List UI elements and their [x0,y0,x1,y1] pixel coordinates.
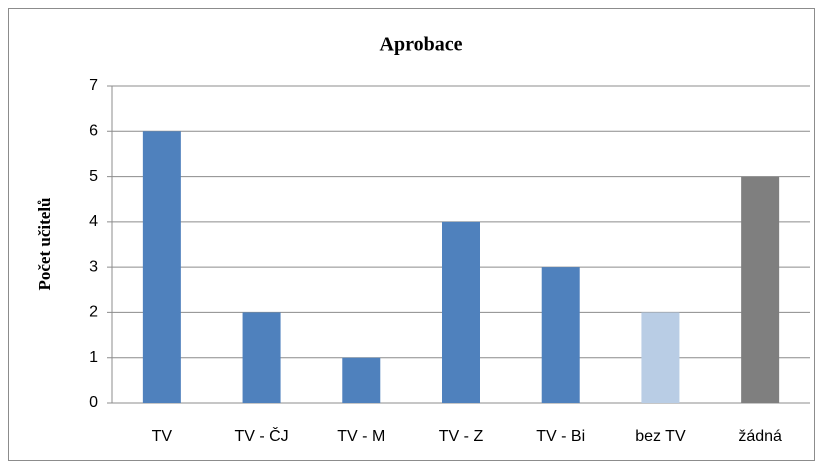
x-tick-label: bez TV [635,428,686,445]
y-tick-label: 7 [89,77,98,94]
bar [541,267,580,403]
y-tick-label: 1 [89,349,98,366]
x-tick-label: TV - ČJ [234,426,288,445]
bar [741,176,780,403]
x-tick-label: žádná [738,428,782,445]
y-tick-label: 0 [89,394,98,411]
y-tick-label: 5 [89,168,98,185]
bar [342,357,381,403]
chart-title: Aprobace [380,34,463,56]
y-axis-label: Počet učitelů [35,198,54,291]
x-tick-label: TV [152,428,173,445]
x-tick-label: TV - Bi [536,428,585,445]
y-tick-label: 6 [89,123,98,140]
bar [641,312,680,403]
y-tick-label: 4 [89,213,98,230]
bar [242,312,281,403]
y-tick-label: 3 [89,258,98,275]
x-tick-label: TV - M [337,428,385,445]
x-tick-label: TV - Z [439,428,484,445]
chart-frame [8,8,815,461]
y-tick-label: 2 [89,304,98,321]
bar [442,221,480,403]
bar [142,131,181,404]
